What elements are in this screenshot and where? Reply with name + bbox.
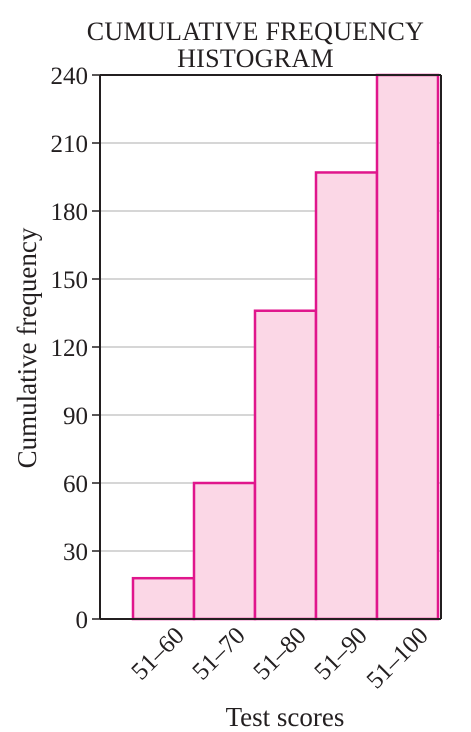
bar: [192, 481, 257, 621]
y-tick-label: 0: [76, 607, 89, 634]
bar: [131, 576, 196, 621]
x-tick-label: 51–80: [248, 622, 311, 685]
y-tick-label: 120: [51, 335, 89, 362]
bar: [375, 73, 440, 621]
y-tick-labels: 0 30 60 90 120 150 180 210 240: [51, 63, 89, 634]
y-tick-label: 210: [51, 131, 89, 158]
y-tick-label: 180: [51, 199, 89, 226]
chart-title-line-2: HISTOGRAM: [177, 44, 334, 73]
x-tick-label: 51–70: [187, 622, 250, 685]
y-tick-label: 60: [63, 471, 88, 498]
bar: [314, 171, 379, 621]
axes: [92, 74, 442, 620]
chart-title-line-1: CUMULATIVE FREQUENCY: [86, 17, 425, 46]
bars: [131, 73, 440, 621]
y-tick-label: 150: [51, 267, 89, 294]
x-tick-label: 51–60: [126, 622, 189, 685]
y-tick-label: 90: [63, 403, 88, 430]
y-tick-label: 240: [51, 63, 89, 90]
x-axis-label: Test scores: [226, 702, 345, 732]
bar: [253, 309, 318, 621]
x-tick-label: 51–100: [362, 622, 434, 694]
y-tick-label: 30: [63, 539, 88, 566]
y-axis-label: Cumulative frequency: [12, 227, 42, 468]
